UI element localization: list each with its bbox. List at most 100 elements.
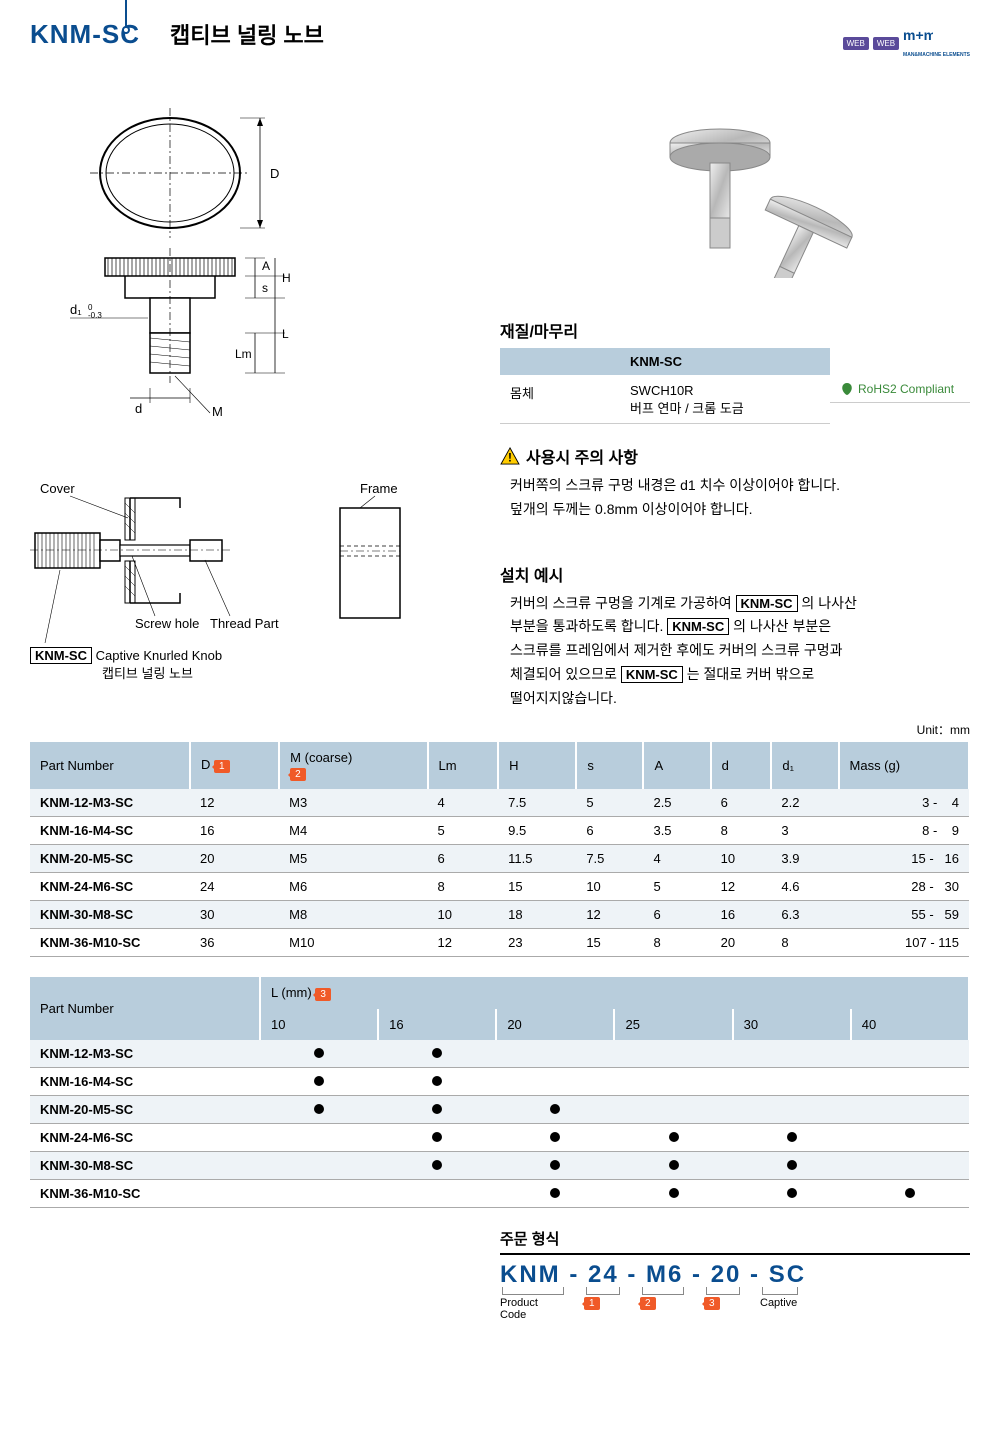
dot-icon — [550, 1188, 560, 1198]
warning-line1: 커버쪽의 스크류 구멍 내경은 d1 치수 이상이어야 합니다. — [510, 474, 970, 498]
dot-icon — [432, 1132, 442, 1142]
table-cell: KNM-24-M6-SC — [30, 872, 190, 900]
table-cell: KNM-12-M3-SC — [30, 1040, 260, 1068]
dot-icon — [787, 1132, 797, 1142]
dot-icon — [669, 1160, 679, 1170]
table-cell: 4 — [428, 789, 499, 817]
dot-icon — [314, 1048, 324, 1058]
rohs-badge: RoHS2 Compliant — [830, 376, 970, 403]
install-text: 커버의 스크류 구멍을 기계로 가공하여 KNM-SC 의 나사산 부분을 통과… — [510, 592, 970, 711]
svg-text:Frame: Frame — [360, 481, 398, 496]
table-row: KNM-30-M8-SC30M81018126166.355 - 59 — [30, 900, 969, 928]
availability-cell — [614, 1123, 732, 1151]
svg-text:-0.3: -0.3 — [88, 311, 102, 320]
t1-header: D 1 — [190, 742, 279, 789]
t2-l-value: 30 — [733, 1009, 851, 1040]
product-photo — [620, 108, 880, 288]
web-badge: WEB — [873, 37, 899, 50]
t2-l-value: 40 — [851, 1009, 969, 1040]
web-badge: WEB — [843, 37, 869, 50]
availability-cell — [614, 1067, 732, 1095]
availability-cell — [378, 1151, 496, 1179]
table-cell: 24 — [190, 872, 279, 900]
dot-icon — [787, 1160, 797, 1170]
table-cell: 18 — [498, 900, 576, 928]
svg-text:!: ! — [508, 451, 512, 464]
availability-cell — [260, 1067, 378, 1095]
table-cell: 11.5 — [498, 844, 576, 872]
table-cell: KNM-12-M3-SC — [30, 789, 190, 817]
page-header: KNM-SC 캡티브 널링 노브 WEB WEB m+m MAN&MACHINE… — [0, 0, 1000, 58]
availability-cell — [496, 1040, 614, 1068]
t1-header: s — [576, 742, 643, 789]
order-title: 주문 형식 — [500, 1228, 970, 1255]
table-cell: 5 — [576, 789, 643, 817]
dot-icon — [905, 1188, 915, 1198]
table-cell: 4 — [643, 844, 710, 872]
svg-text:D: D — [270, 166, 279, 181]
table-row: KNM-36-M10-SC — [30, 1179, 969, 1207]
availability-cell — [496, 1095, 614, 1123]
table-cell: 2.2 — [771, 789, 838, 817]
table-row: KNM-36-M10-SC36M101223158208107 - 115 — [30, 928, 969, 956]
availability-cell — [260, 1040, 378, 1068]
dot-icon — [432, 1048, 442, 1058]
mat-row-label: 몸체 — [500, 376, 620, 424]
table-cell: KNM-30-M8-SC — [30, 1151, 260, 1179]
table-cell: 6 — [576, 816, 643, 844]
t1-header: H — [498, 742, 576, 789]
svg-text:L: L — [282, 327, 289, 341]
brand-logo: m+m MAN&MACHINE ELEMENTS — [903, 28, 970, 58]
svg-text:s: s — [262, 281, 268, 295]
product-code: KNM-SC — [30, 19, 140, 50]
availability-cell — [496, 1067, 614, 1095]
availability-cell — [851, 1067, 969, 1095]
availability-cell — [851, 1095, 969, 1123]
table-cell: 55 - 59 — [839, 900, 969, 928]
table-cell: M4 — [279, 816, 427, 844]
dot-icon — [669, 1132, 679, 1142]
t2-pn-header: Part Number — [30, 977, 260, 1040]
mat-col-header: KNM-SC — [620, 348, 830, 376]
table-cell: KNM-36-M10-SC — [30, 928, 190, 956]
install-title: 설치 예시 — [500, 562, 970, 586]
table-cell: 30 — [190, 900, 279, 928]
availability-cell — [378, 1123, 496, 1151]
mat-body-cell: SWCH10R버프 연마 / 크롬 도금 — [620, 376, 830, 424]
t1-header: d — [711, 742, 772, 789]
diagram-code-label: KNM-SC — [30, 647, 92, 664]
dot-icon — [314, 1104, 324, 1114]
availability-cell — [614, 1151, 732, 1179]
table-cell: 8 — [711, 816, 772, 844]
svg-text:d₁: d₁ — [70, 302, 82, 317]
warning-icon: ! — [500, 447, 520, 465]
table-cell: 3 - 4 — [839, 789, 969, 817]
table-cell: 10 — [428, 900, 499, 928]
diagram-caption-kr: 캡티브 널링 노브 — [102, 666, 193, 681]
t2-l-value: 20 — [496, 1009, 614, 1040]
dot-icon — [550, 1104, 560, 1114]
table-cell: 20 — [190, 844, 279, 872]
availability-cell — [851, 1179, 969, 1207]
table-cell: 5 — [428, 816, 499, 844]
availability-cell — [378, 1067, 496, 1095]
warning-title: 사용시 주의 사항 — [526, 444, 638, 468]
table-row: KNM-16-M4-SC16M459.563.5838 - 9 — [30, 816, 969, 844]
svg-text:m+m: m+m — [903, 28, 933, 43]
availability-cell — [733, 1040, 851, 1068]
warning-header: ! 사용시 주의 사항 — [500, 444, 970, 468]
order-format: 주문 형식 KNM - 24 - M6 - 20 - SC Product Co… — [500, 1228, 970, 1321]
order-labels: Product Code 1 2 3 Captive — [500, 1297, 970, 1321]
dot-icon — [314, 1076, 324, 1086]
dot-icon — [787, 1188, 797, 1198]
table-cell: 3.5 — [643, 816, 710, 844]
table-cell: 3 — [771, 816, 838, 844]
table-cell: KNM-16-M4-SC — [30, 1067, 260, 1095]
table-cell: 15 — [498, 872, 576, 900]
table-cell: M5 — [279, 844, 427, 872]
table-row: KNM-16-M4-SC — [30, 1067, 969, 1095]
table-row: KNM-12-M3-SC — [30, 1040, 969, 1068]
table-cell: 107 - 115 — [839, 928, 969, 956]
dot-icon — [550, 1160, 560, 1170]
table-row: KNM-24-M6-SC — [30, 1123, 969, 1151]
